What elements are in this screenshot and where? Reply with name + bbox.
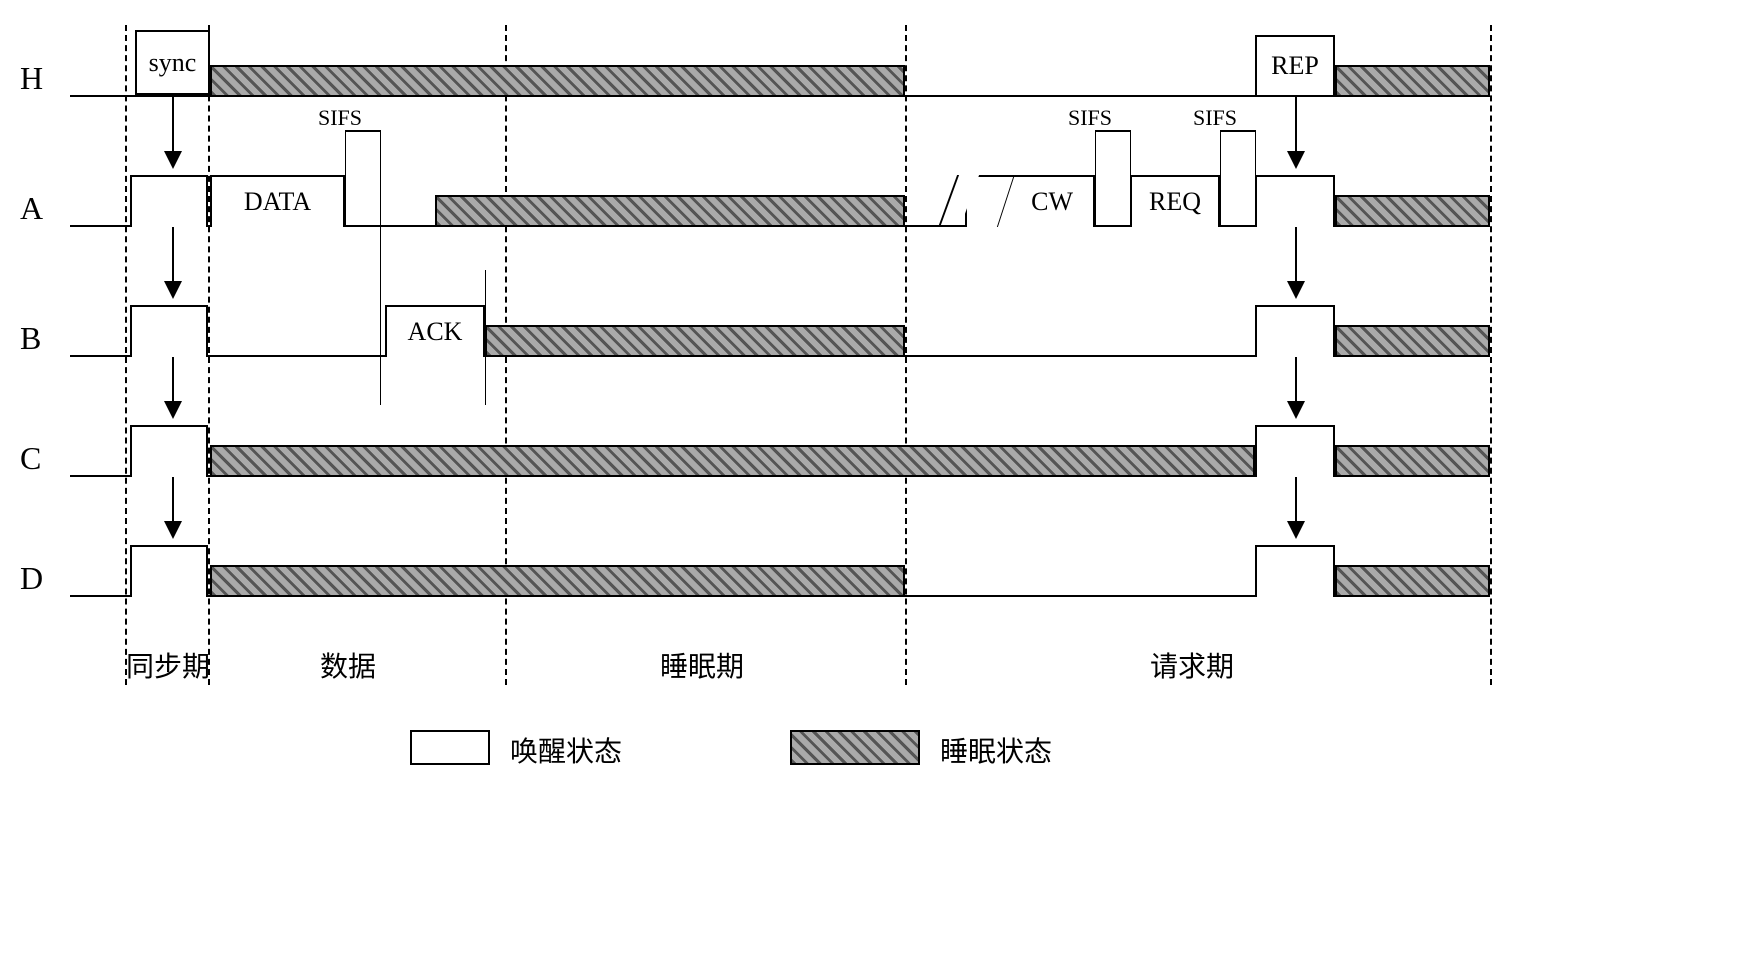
sifs2-a bbox=[1095, 130, 1096, 227]
sifs-label-2: SIFS bbox=[1068, 105, 1112, 131]
data-box: DATA bbox=[210, 175, 345, 227]
phase-sep-4 bbox=[1490, 25, 1492, 685]
row-label-c: C bbox=[20, 440, 41, 477]
sifs-label-3: SIFS bbox=[1193, 105, 1237, 131]
sifs3-a bbox=[1220, 130, 1221, 227]
a-rep-rx bbox=[1255, 175, 1335, 227]
rep-box: REP bbox=[1255, 35, 1335, 97]
d-rep-rx bbox=[1255, 545, 1335, 597]
req-box: REQ bbox=[1130, 175, 1220, 227]
sifs-ext-1 bbox=[380, 227, 381, 405]
ack-label: ACK bbox=[408, 317, 463, 347]
sync-label: sync bbox=[149, 48, 197, 78]
h-sleep-2 bbox=[1335, 65, 1490, 97]
legend-sleep-label: 睡眠状态 bbox=[940, 730, 1052, 770]
cw-box: CW bbox=[965, 175, 1095, 227]
c-sleep-2 bbox=[1335, 445, 1490, 477]
row-label-d: D bbox=[20, 560, 43, 597]
sifs-label-1: SIFS bbox=[318, 105, 362, 131]
row-label-b: B bbox=[20, 320, 41, 357]
period-request: 请求期 bbox=[1150, 645, 1234, 685]
arrow-sync-a-b bbox=[172, 227, 174, 297]
b-sync-rx bbox=[130, 305, 208, 357]
row-label-a: A bbox=[20, 190, 43, 227]
b-sleep-2 bbox=[1335, 325, 1490, 357]
legend-sleep-box bbox=[790, 730, 920, 765]
arrow-sync-b-c bbox=[172, 357, 174, 417]
b-rep-rx bbox=[1255, 305, 1335, 357]
arrow-sync-c-d bbox=[172, 477, 174, 537]
arrow-sync-h-a bbox=[172, 97, 174, 167]
arrow-rep-b-c bbox=[1295, 357, 1297, 417]
cw-label: CW bbox=[1031, 187, 1073, 217]
arrow-rep-a-b bbox=[1295, 227, 1297, 297]
sifs1-line-a bbox=[345, 130, 346, 227]
a-sync-rx bbox=[130, 175, 208, 227]
req-label: REQ bbox=[1149, 187, 1201, 217]
period-data: 数据 bbox=[320, 645, 376, 685]
c-rep-rx bbox=[1255, 425, 1335, 477]
rep-label: REP bbox=[1271, 51, 1319, 81]
d-sleep-2 bbox=[1335, 565, 1490, 597]
arrow-rep-h-a bbox=[1295, 97, 1297, 167]
row-label-h: H bbox=[20, 60, 43, 97]
sync-box: sync bbox=[135, 30, 210, 95]
timing-diagram: H sync REP A DATA SIFS CW SIFS REQ SIFS … bbox=[20, 20, 1520, 870]
h-sleep-1 bbox=[210, 65, 905, 97]
period-sleep: 睡眠期 bbox=[660, 645, 744, 685]
data-label: DATA bbox=[244, 187, 311, 217]
d-sync-rx bbox=[130, 545, 208, 597]
a-sleep bbox=[435, 195, 905, 227]
a-sleep-2 bbox=[1335, 195, 1490, 227]
c-sleep bbox=[210, 445, 1255, 477]
ack-box: ACK bbox=[385, 305, 485, 357]
arrow-rep-c-d bbox=[1295, 477, 1297, 537]
legend-awake-box bbox=[410, 730, 490, 765]
b-sleep bbox=[485, 325, 905, 357]
sifs1-line-b bbox=[380, 130, 381, 227]
legend-awake-label: 唤醒状态 bbox=[510, 730, 622, 770]
d-sleep bbox=[210, 565, 905, 597]
sifs-ext-2 bbox=[485, 270, 486, 405]
period-sync: 同步期 bbox=[126, 645, 210, 685]
c-sync-rx bbox=[130, 425, 208, 477]
